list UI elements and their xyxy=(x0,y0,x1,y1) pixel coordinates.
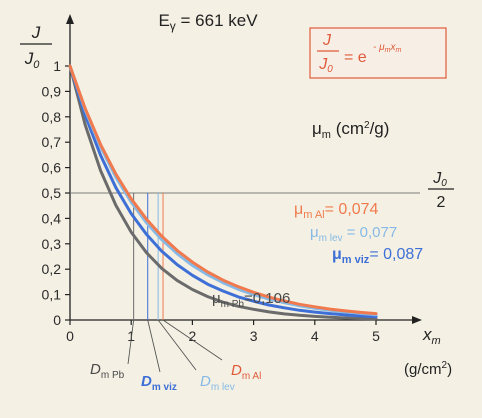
svg-text:- μmxm: - μmxm xyxy=(373,42,401,54)
y-tick-label: 1 xyxy=(53,58,61,74)
y-tick-label: 0,7 xyxy=(42,134,62,150)
attenuation-curves xyxy=(68,64,378,321)
half-value-leader-line xyxy=(127,319,135,365)
half-value-drop-lines xyxy=(127,193,223,373)
y-tick-label: 0,2 xyxy=(42,261,62,277)
svg-text:J: J xyxy=(31,23,41,42)
svg-text:= e: = e xyxy=(344,49,367,66)
y-tick-label: 0,9 xyxy=(42,83,62,99)
y-tick-label: 0,3 xyxy=(42,236,62,252)
y-tick-label: 0,1 xyxy=(42,287,62,303)
half-value-leader-line xyxy=(162,319,223,361)
x-tick-label: 4 xyxy=(311,328,319,344)
x-tick-label: 0 xyxy=(66,328,74,344)
y-tick-label: 0,4 xyxy=(42,210,62,226)
x-unit-label: (g/cm2) xyxy=(404,360,452,378)
y-tick-label: 0,5 xyxy=(42,185,62,201)
series-line xyxy=(68,64,378,319)
mu-unit-label: μm (cm2/g) xyxy=(312,119,389,141)
y-tick-label: 0,8 xyxy=(42,109,62,125)
x-tick-label: 3 xyxy=(250,328,258,344)
svg-text:2: 2 xyxy=(437,194,446,211)
y-tick-label: 0 xyxy=(53,312,61,328)
y-ticks: 0 0,1 0,2 0,3 0,4 0,5 0,6 0,7 0,8 0,9 1 xyxy=(42,58,70,328)
svg-text:J: J xyxy=(322,32,332,49)
series-line xyxy=(68,64,378,321)
half-value-leader-line xyxy=(147,319,161,373)
x-tick-label: 2 xyxy=(189,328,197,344)
x-tick-label: 5 xyxy=(372,328,380,344)
half-value-leader-line xyxy=(157,319,197,371)
series-line xyxy=(68,64,378,316)
formula-box: J J0 = e - μmxm xyxy=(309,27,447,79)
energy-header: Eγ = 661 keV xyxy=(158,11,258,33)
y-tick-label: 0,6 xyxy=(42,160,62,176)
